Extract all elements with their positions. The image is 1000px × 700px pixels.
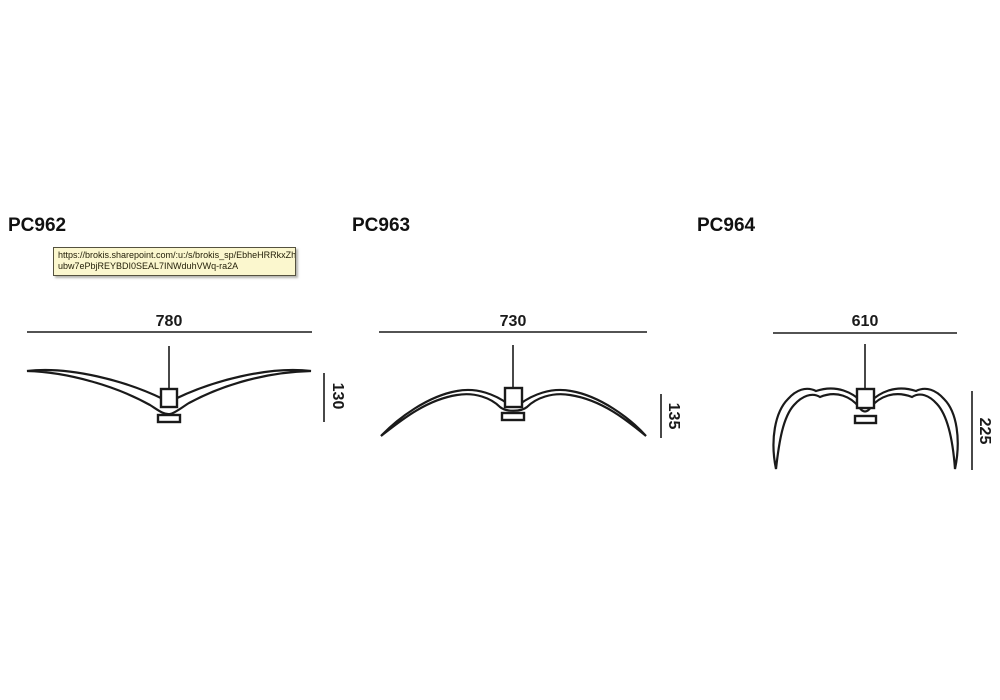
pc963-model-title: PC963 — [352, 215, 411, 236]
pc963-socket-box — [503, 386, 524, 409]
pc963-drawing — [379, 331, 662, 438]
pc962-socket-box — [159, 387, 179, 409]
pc962-height-value: 130 — [329, 382, 346, 410]
pc963-height-value: 135 — [665, 402, 682, 430]
pc962-model-title: PC962 — [8, 215, 67, 236]
pc964-height-value: 225 — [976, 417, 993, 445]
pc963-width-value: 730 — [499, 313, 527, 330]
pc964-socket-box — [855, 387, 876, 410]
pc964-model-title: PC964 — [697, 215, 756, 236]
pc964-diffuser-plate — [853, 414, 878, 425]
pc962-drawing — [26, 331, 325, 424]
pc963-diffuser-plate — [500, 411, 526, 422]
link-url-tooltip: https://brokis.sharepoint.com/:u:/s/brok… — [53, 247, 296, 276]
pc964-width-value: 610 — [851, 313, 879, 330]
tooltip-url-line1: https://brokis.sharepoint.com/:u:/s/brok… — [58, 250, 296, 260]
tooltip-url-line2: ubw7ePbjREYBDI0SEAL7INWduhVWq-ra2A — [58, 261, 239, 271]
pc962-width-value: 780 — [155, 313, 183, 330]
pc964-drawing — [772, 332, 973, 470]
pc963-bird-silhouette — [380, 388, 647, 437]
pc962-diffuser-plate — [156, 413, 182, 424]
